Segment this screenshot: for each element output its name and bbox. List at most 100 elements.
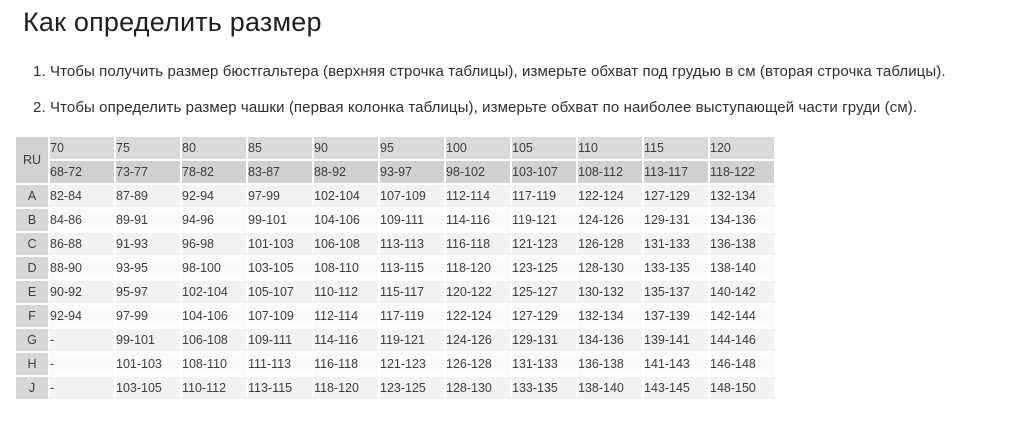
- cup-letter-cell: C: [16, 233, 48, 255]
- cup-letter-cell: A: [16, 185, 48, 207]
- size-range-cell: 109-111: [248, 329, 312, 351]
- size-range-cell: 110-112: [182, 377, 246, 399]
- size-range-cell: 138-140: [710, 257, 774, 279]
- size-range-cell: 94-96: [182, 209, 246, 231]
- underbust-cell: 88-92: [314, 161, 378, 183]
- size-range-cell: 119-121: [380, 329, 444, 351]
- size-range-cell: 131-133: [512, 353, 576, 375]
- size-range-cell: 132-134: [710, 185, 774, 207]
- size-range-cell: 106-108: [314, 233, 378, 255]
- band-size-row: RU 70 75 80 85 90 95 100 105 110 115 120: [16, 137, 774, 183]
- underbust-cell: 68-72: [50, 161, 114, 183]
- size-range-cell: 139-141: [644, 329, 708, 351]
- size-range-cell: 124-126: [578, 209, 642, 231]
- size-range-cell: 120-122: [446, 281, 510, 303]
- size-range-cell: 86-88: [50, 233, 114, 255]
- cup-row-E: E 90-92 95-97 102-104 105-107 110-112 115-117 1…: [16, 281, 774, 303]
- size-range-cell: 105-107: [248, 281, 312, 303]
- size-range-cell: 122-124: [578, 185, 642, 207]
- size-range-cell: 114-116: [446, 209, 510, 231]
- instruction-list: 1. Чтобы получить размер бюстгальтера (в…: [33, 63, 1024, 116]
- size-range-cell: -: [50, 329, 114, 351]
- size-range-cell: 113-115: [248, 377, 312, 399]
- size-range-cell: 102-104: [314, 185, 378, 207]
- size-range-cell: 137-139: [644, 305, 708, 327]
- size-range-cell: 113-115: [380, 257, 444, 279]
- instruction-item-1: 1. Чтобы получить размер бюстгальтера (в…: [33, 63, 946, 80]
- size-range-cell: 107-109: [248, 305, 312, 327]
- cup-letter-cell: E: [16, 281, 48, 303]
- size-range-cell: 134-136: [710, 209, 774, 231]
- underbust-cell: 103-107: [512, 161, 576, 183]
- size-range-cell: 141-143: [644, 353, 708, 375]
- size-range-cell: 124-126: [446, 329, 510, 351]
- cup-letter-cell: H: [16, 353, 48, 375]
- cup-row-J: J -103-105 110-112 113-115 118-120 123-125 128…: [16, 377, 774, 399]
- size-range-cell: 108-110: [314, 257, 378, 279]
- size-range-cell: 129-131: [644, 209, 708, 231]
- cup-letter-cell: J: [16, 377, 48, 399]
- size-range-cell: 93-95: [116, 257, 180, 279]
- cup-letter-cell: F: [16, 305, 48, 327]
- size-range-cell: 114-116: [314, 329, 378, 351]
- page-title: Как определить размер: [23, 7, 322, 37]
- size-range-cell: 138-140: [578, 377, 642, 399]
- size-range-cell: 128-130: [578, 257, 642, 279]
- underbust-cell: 108-112: [578, 161, 642, 183]
- size-range-cell: 109-111: [380, 209, 444, 231]
- size-range-cell: 101-103: [248, 233, 312, 255]
- size-range-cell: 117-119: [512, 185, 576, 207]
- band-size-cell: 115: [644, 137, 708, 159]
- size-range-cell: 84-86: [50, 209, 114, 231]
- ru-corner-cell: RU: [16, 137, 48, 183]
- instruction-item-2: 2. Чтобы определить размер чашки (первая…: [33, 99, 918, 116]
- size-range-cell: 97-99: [116, 305, 180, 327]
- size-range-cell: 148-150: [710, 377, 774, 399]
- cup-letter-cell: G: [16, 329, 48, 351]
- size-range-cell: 115-117: [380, 281, 444, 303]
- band-size-cell: 75: [116, 137, 180, 159]
- size-range-cell: 121-123: [512, 233, 576, 255]
- size-range-cell: 92-94: [50, 305, 114, 327]
- size-range-cell: 99-101: [116, 329, 180, 351]
- band-size-cell: 90: [314, 137, 378, 159]
- size-range-cell: 98-100: [182, 257, 246, 279]
- size-range-cell: 87-89: [116, 185, 180, 207]
- size-range-cell: 111-113: [248, 353, 312, 375]
- size-range-cell: 133-135: [644, 257, 708, 279]
- size-range-cell: 126-128: [446, 353, 510, 375]
- size-range-cell: 88-90: [50, 257, 114, 279]
- size-table: RU 70 75 80 85 90 95 100 105 110 115 120 68-72 73-77 7…: [14, 135, 776, 401]
- band-size-cell: 80: [182, 137, 246, 159]
- size-range-cell: 123-125: [380, 377, 444, 399]
- cup-row-C: C 86-88 91-93 96-98 101-103 106-108 113-113 116…: [16, 233, 774, 255]
- size-range-cell: 89-91: [116, 209, 180, 231]
- underbust-cell: 113-117: [644, 161, 708, 183]
- cup-row-G: G -99-101 106-108 109-111 114-116 119-121 124-…: [16, 329, 774, 351]
- size-range-cell: 82-84: [50, 185, 114, 207]
- size-range-cell: 127-129: [512, 305, 576, 327]
- size-range-cell: -: [50, 353, 114, 375]
- size-range-cell: 144-146: [710, 329, 774, 351]
- size-range-cell: -: [50, 377, 114, 399]
- cup-row-H: H -101-103 108-110 111-113 116-118 121-123 126…: [16, 353, 774, 375]
- size-range-cell: 121-123: [380, 353, 444, 375]
- cup-row-B: B 84-86 89-91 94-96 99-101 104-106 109-111 114-…: [16, 209, 774, 231]
- size-range-cell: 110-112: [314, 281, 378, 303]
- size-range-cell: 113-113: [380, 233, 444, 255]
- size-range-cell: 135-137: [644, 281, 708, 303]
- size-range-cell: 103-105: [116, 377, 180, 399]
- band-size-cell: 85: [248, 137, 312, 159]
- size-range-cell: 95-97: [116, 281, 180, 303]
- band-size-cell: 95: [380, 137, 444, 159]
- size-range-cell: 134-136: [578, 329, 642, 351]
- cup-letter-cell: B: [16, 209, 48, 231]
- underbust-cell: 98-102: [446, 161, 510, 183]
- underbust-row: 68-72 73-77 78-82 83-87 88-92 93-97 98-102 103-…: [16, 161, 774, 183]
- size-range-cell: 127-129: [644, 185, 708, 207]
- underbust-cell: 118-122: [710, 161, 774, 183]
- size-range-cell: 122-124: [446, 305, 510, 327]
- size-range-cell: 91-93: [116, 233, 180, 255]
- size-range-cell: 92-94: [182, 185, 246, 207]
